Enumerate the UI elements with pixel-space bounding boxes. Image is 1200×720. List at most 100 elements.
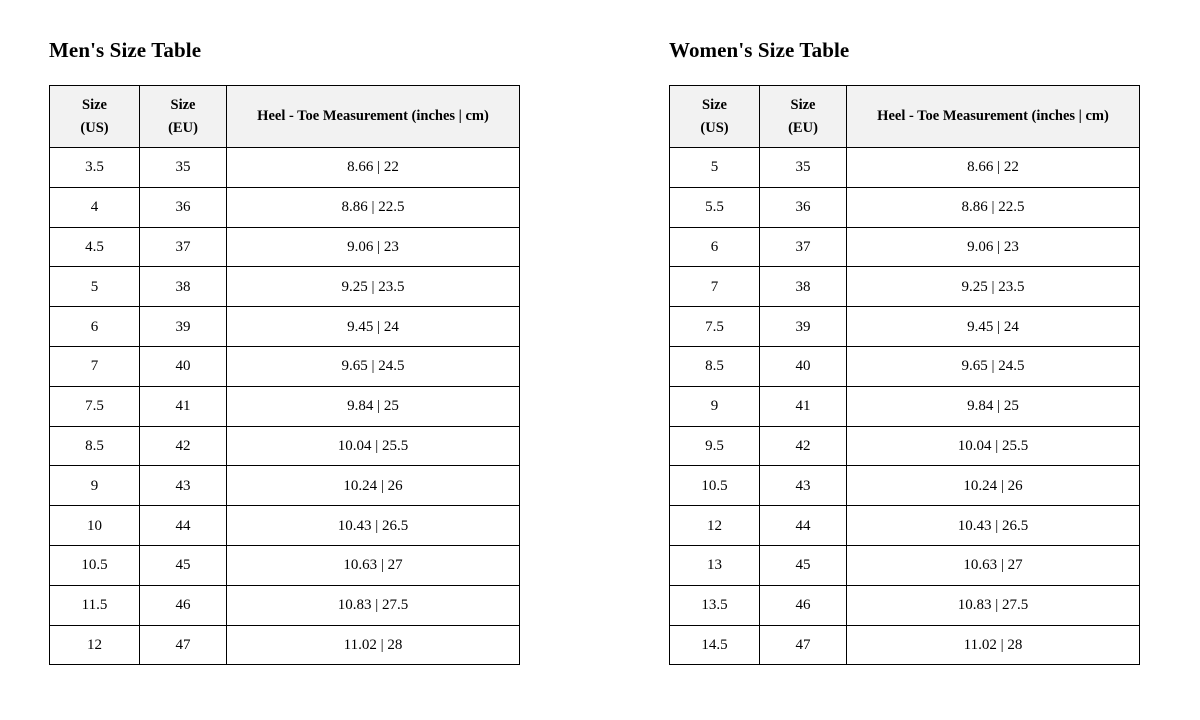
table-row: 13.5 46 10.83 | 27.5	[669, 584, 1140, 626]
cell-size-eu: 39	[759, 306, 847, 347]
cell-size-us: 9	[669, 385, 760, 427]
table-row: 4 36 8.86 | 22.5	[49, 186, 520, 228]
cell-heel-toe: 10.24 | 26	[226, 465, 520, 507]
mens-table-head: Size (US) Size (EU) Heel - Toe Measureme…	[49, 85, 520, 148]
cell-size-eu: 39	[139, 306, 227, 347]
column-header-size-us: Size (US)	[49, 85, 140, 148]
table-row: 5.5 36 8.86 | 22.5	[669, 186, 1140, 228]
cell-size-us: 6	[669, 226, 760, 268]
cell-size-us: 4	[49, 186, 140, 228]
column-header-line1: Size	[702, 97, 727, 114]
cell-size-eu: 46	[759, 584, 847, 626]
cell-heel-toe: 10.24 | 26	[846, 465, 1140, 507]
cell-heel-toe: 9.45 | 24	[846, 306, 1140, 347]
cell-heel-toe: 10.43 | 26.5	[846, 505, 1140, 546]
table-row: 12 47 11.02 | 28	[49, 624, 520, 666]
column-header-heel-toe: Heel - Toe Measurement (inches | cm)	[846, 85, 1140, 148]
table-row: 5 35 8.66 | 22	[669, 147, 1140, 188]
cell-heel-toe: 8.66 | 22	[846, 147, 1140, 188]
cell-heel-toe: 9.25 | 23.5	[226, 266, 520, 308]
cell-size-us: 3.5	[49, 147, 140, 188]
cell-heel-toe: 10.83 | 27.5	[226, 584, 520, 626]
cell-size-us: 5	[669, 147, 760, 188]
cell-size-eu: 38	[139, 266, 227, 308]
cell-size-us: 8.5	[49, 425, 140, 467]
cell-size-eu: 36	[139, 186, 227, 228]
cell-size-us: 14.5	[669, 624, 760, 666]
cell-size-eu: 35	[759, 147, 847, 188]
table-row: 8.5 42 10.04 | 25.5	[49, 425, 520, 467]
table-row: 14.5 47 11.02 | 28	[669, 624, 1140, 666]
column-header-line1: Size	[790, 97, 816, 114]
cell-size-us: 4.5	[49, 226, 140, 268]
womens-table-body: 5 35 8.66 | 22 5.5 36 8.86 | 22.5 6 37 9.06 | 23…	[669, 147, 1140, 666]
cell-size-eu: 43	[759, 465, 847, 507]
mens-size-table: Size (US) Size (EU) Heel - Toe Measureme…	[49, 85, 520, 666]
cell-size-us: 13.5	[669, 584, 760, 626]
cell-heel-toe: 9.25 | 23.5	[846, 266, 1140, 308]
cell-size-us: 5.5	[669, 186, 760, 228]
cell-size-eu: 42	[139, 425, 227, 467]
cell-heel-toe: 8.86 | 22.5	[846, 186, 1140, 228]
column-header-line2: cm)	[1085, 108, 1109, 125]
column-header-line1: Size	[82, 97, 107, 114]
cell-size-us: 7	[49, 345, 140, 387]
mens-size-table-block: Men's Size Table Size (US) Size (EU)	[49, 40, 520, 666]
cell-size-us: 7.5	[49, 385, 140, 427]
cell-size-eu: 40	[759, 345, 847, 387]
table-row: 8.5 40 9.65 | 24.5	[669, 345, 1140, 387]
column-header-size-eu: Size (EU)	[759, 85, 847, 148]
column-header-line2: (US)	[700, 119, 729, 136]
cell-size-eu: 43	[139, 465, 227, 507]
cell-size-eu: 36	[759, 186, 847, 228]
column-header-size-eu: Size (EU)	[139, 85, 227, 148]
cell-size-eu: 35	[139, 147, 227, 188]
cell-heel-toe: 9.65 | 24.5	[846, 345, 1140, 387]
table-row: 3.5 35 8.66 | 22	[49, 147, 520, 188]
cell-size-eu: 37	[139, 226, 227, 268]
cell-size-eu: 42	[759, 425, 847, 467]
cell-heel-toe: 8.86 | 22.5	[226, 186, 520, 228]
cell-size-us: 12	[669, 505, 760, 546]
table-row: 7.5 41 9.84 | 25	[49, 385, 520, 427]
cell-size-us: 5	[49, 266, 140, 308]
cell-heel-toe: 9.84 | 25	[846, 385, 1140, 427]
column-header-line2: (EU)	[168, 119, 198, 136]
cell-heel-toe: 10.43 | 26.5	[226, 505, 520, 546]
column-header-line2: (EU)	[788, 119, 818, 136]
table-row: 9 43 10.24 | 26	[49, 465, 520, 507]
column-header-line1: Heel - Toe Measurement (inches |	[877, 108, 1082, 125]
cell-size-eu: 45	[759, 544, 847, 586]
cell-heel-toe: 9.84 | 25	[226, 385, 520, 427]
table-row: 9 41 9.84 | 25	[669, 385, 1140, 427]
table-row: 13 45 10.63 | 27	[669, 544, 1140, 586]
column-header-line1: Size	[170, 97, 196, 114]
cell-heel-toe: 10.04 | 25.5	[846, 425, 1140, 467]
table-header-row: Size (US) Size (EU) Heel - Toe Measureme…	[49, 85, 520, 148]
table-row: 10 44 10.43 | 26.5	[49, 505, 520, 546]
cell-heel-toe: 8.66 | 22	[226, 147, 520, 188]
cell-size-us: 8.5	[669, 345, 760, 387]
table-row: 7 38 9.25 | 23.5	[669, 266, 1140, 308]
cell-heel-toe: 9.45 | 24	[226, 306, 520, 347]
womens-size-table: Size (US) Size (EU) Heel - Toe Measureme…	[669, 85, 1140, 666]
column-header-line2: (US)	[80, 119, 109, 136]
cell-heel-toe: 11.02 | 28	[846, 624, 1140, 666]
cell-heel-toe: 10.63 | 27	[846, 544, 1140, 586]
table-row: 10.5 45 10.63 | 27	[49, 544, 520, 586]
cell-heel-toe: 9.65 | 24.5	[226, 345, 520, 387]
cell-size-us: 7	[669, 266, 760, 308]
table-row: 7 40 9.65 | 24.5	[49, 345, 520, 387]
cell-size-eu: 47	[759, 624, 847, 666]
column-header-line1: Heel - Toe Measurement (inches |	[257, 108, 462, 125]
column-header-line2: cm)	[465, 108, 489, 125]
cell-size-us: 9	[49, 465, 140, 507]
womens-table-head: Size (US) Size (EU) Heel - Toe Measureme…	[669, 85, 1140, 148]
cell-size-eu: 37	[759, 226, 847, 268]
table-row: 5 38 9.25 | 23.5	[49, 266, 520, 308]
cell-size-us: 7.5	[669, 306, 760, 347]
cell-size-us: 10.5	[669, 465, 760, 507]
cell-size-eu: 46	[139, 584, 227, 626]
cell-size-us: 10.5	[49, 544, 140, 586]
cell-size-eu: 41	[759, 385, 847, 427]
